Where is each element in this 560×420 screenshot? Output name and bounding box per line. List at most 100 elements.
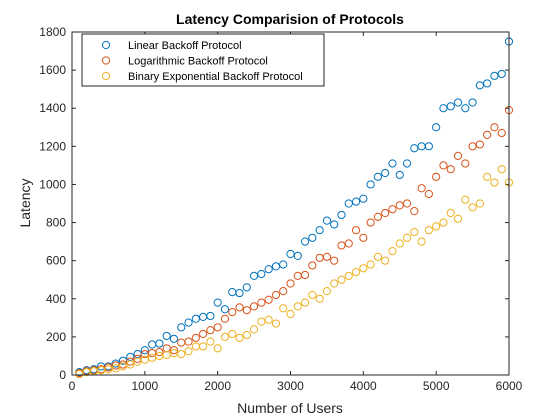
data-point: [446, 208, 455, 218]
x-tick-label: 6000: [496, 379, 523, 393]
data-point: [133, 357, 142, 366]
data-point: [395, 170, 404, 180]
data-point: [191, 342, 200, 351]
legend-label: Binary Exponential Backoff Protocol: [128, 71, 303, 83]
data-point: [206, 337, 215, 346]
data-point: [432, 222, 441, 231]
data-point: [388, 205, 397, 214]
data-point: [373, 212, 382, 221]
y-tick-label: 200: [46, 330, 66, 344]
data-point: [293, 302, 302, 311]
data-point: [242, 283, 251, 292]
y-tick-label: 1600: [39, 63, 66, 77]
data-point: [257, 269, 266, 279]
data-point: [424, 189, 433, 199]
legend-box: [81, 33, 325, 87]
data-point: [162, 350, 171, 360]
data-point: [468, 98, 477, 107]
x-axis-label: Number of Users: [237, 400, 343, 416]
data-point: [475, 81, 484, 90]
data-point: [264, 295, 273, 304]
y-tick-label: 1400: [39, 101, 66, 115]
data-point: [242, 306, 251, 315]
data-point: [410, 144, 419, 153]
data-point: [271, 319, 281, 328]
data-point: [300, 298, 310, 307]
data-point: [475, 140, 484, 149]
data-point: [235, 303, 244, 312]
data-point: [308, 261, 317, 270]
data-point: [351, 226, 361, 235]
data-point: [286, 309, 295, 319]
data-point: [468, 203, 477, 212]
data-point: [300, 270, 310, 280]
data-point: [366, 180, 375, 189]
data-point: [395, 239, 404, 248]
data-point: [220, 332, 230, 341]
data-point: [148, 340, 157, 349]
y-tick-label: 0: [59, 368, 66, 382]
data-point: [359, 194, 368, 203]
data-point: [315, 226, 324, 235]
legend: Linear Backoff Protocol Logarithmic Backo…: [81, 33, 325, 87]
y-tick-label: 800: [46, 216, 66, 230]
data-point: [417, 237, 426, 246]
data-point: [148, 353, 157, 362]
data-point: [381, 208, 390, 218]
plot-area: [75, 37, 514, 379]
data-point: [483, 79, 492, 88]
data-point: [286, 279, 295, 288]
y-axis-label: Latency: [17, 178, 33, 227]
data-point: [213, 344, 222, 353]
data-point: [381, 256, 390, 265]
data-point: [177, 338, 186, 347]
data-point: [118, 362, 128, 371]
y-tick-label: 600: [46, 254, 66, 268]
data-point: [315, 253, 324, 262]
data-point: [286, 249, 295, 259]
data-point: [483, 172, 492, 181]
data-point: [490, 71, 499, 80]
legend-marker: [101, 56, 111, 65]
data-point: [322, 287, 332, 296]
data-point: [155, 348, 164, 357]
data-point: [337, 275, 346, 284]
data-point: [249, 325, 259, 334]
data-point: [351, 197, 361, 206]
data-point: [140, 346, 149, 355]
data-point: [322, 252, 332, 261]
data-point: [162, 331, 171, 341]
data-point: [497, 69, 506, 79]
data-point: [373, 172, 382, 181]
data-point: [497, 165, 506, 174]
y-tick-label: 1200: [39, 139, 66, 153]
series-2: [75, 106, 514, 378]
data-point: [475, 199, 484, 208]
data-point: [359, 264, 368, 273]
data-point: [199, 329, 208, 339]
data-point: [388, 159, 397, 168]
data-point: [337, 210, 346, 220]
data-point: [308, 290, 317, 300]
data-point: [220, 305, 230, 314]
data-point: [257, 298, 266, 307]
data-point: [213, 323, 222, 332]
data-point: [206, 311, 215, 321]
data-point: [337, 241, 346, 250]
data-point: [300, 237, 310, 246]
data-point: [439, 161, 448, 170]
x-tick-label: 5000: [423, 379, 450, 393]
data-point: [228, 288, 237, 297]
data-point: [322, 216, 332, 225]
data-point: [344, 199, 353, 208]
data-point: [279, 260, 288, 269]
data-point: [169, 346, 179, 355]
data-point: [410, 207, 419, 216]
data-point: [228, 329, 237, 339]
data-point: [468, 142, 477, 151]
data-point: [344, 239, 353, 248]
data-point: [424, 226, 433, 235]
data-point: [417, 184, 426, 193]
data-point: [191, 333, 200, 342]
data-point: [381, 168, 390, 178]
